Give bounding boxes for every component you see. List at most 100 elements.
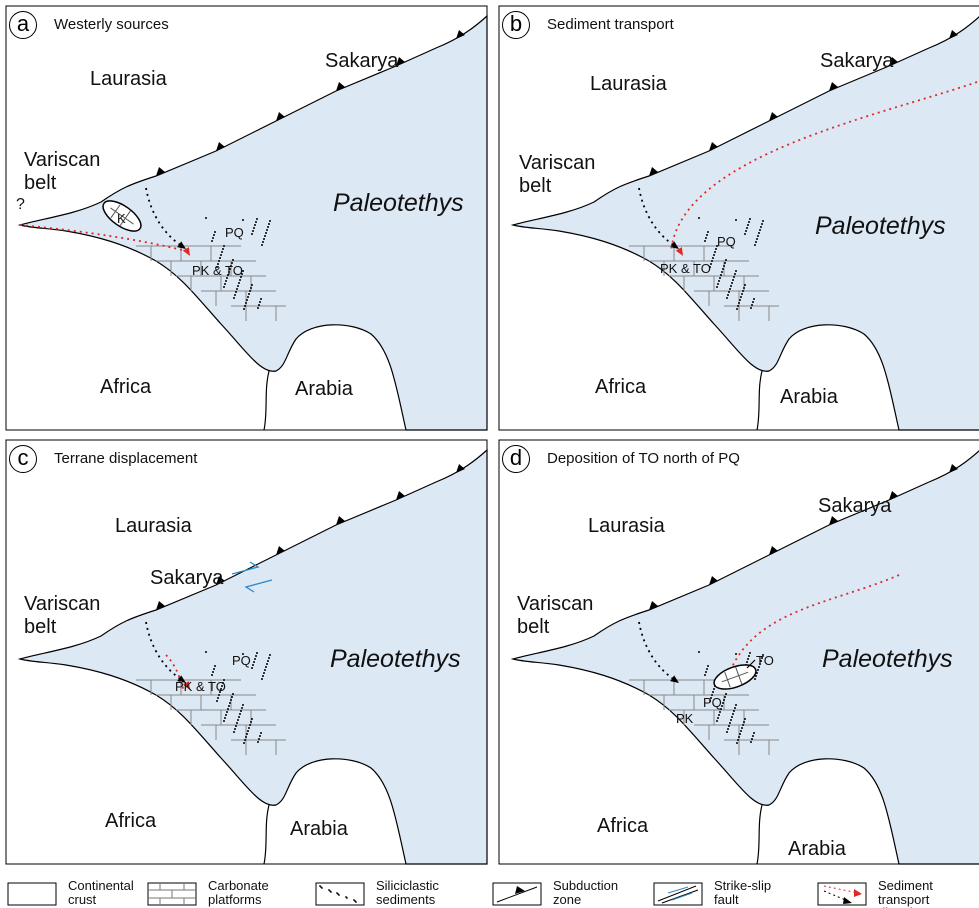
variscan-label: Variscan belt [519,152,609,198]
sand-dot [253,227,255,229]
paleotethys-label: Paleotethys [333,189,464,218]
sand-dot [258,304,260,306]
sand-dot [747,658,749,660]
sand-dot [733,710,735,712]
sand-dot [252,230,254,232]
sand-dot [744,718,746,720]
sand-dot [727,728,729,730]
sand-dot [255,221,257,223]
sand-dot [230,699,232,701]
sand-dot [264,669,266,671]
sand-dot [237,719,239,721]
sand-dot [750,307,752,309]
sand-dot [712,691,714,693]
sand-dot [733,276,735,278]
sand-dot [268,657,270,659]
sand-dot [726,731,728,733]
sand-dot [205,651,207,653]
sand-dot [257,741,259,743]
panel-title: Sediment transport [547,16,674,33]
panel-title: Deposition of TO north of PQ [547,450,740,467]
sakarya-label: Sakarya [818,495,891,518]
pk-label: PK [676,712,693,727]
legend-dot [346,897,348,899]
sand-dot [243,308,245,310]
sand-dot [736,742,738,744]
pk-label: PK & TO [192,264,243,279]
panel [6,6,487,430]
laurasia-label: Laurasia [588,515,665,538]
sand-dot [706,668,708,670]
sand-dot [729,288,731,290]
sand-dot [754,678,756,680]
sand-dot [235,291,237,293]
sand-dot [251,284,253,286]
sand-dot [749,218,751,220]
sand-dot [211,240,213,242]
sakarya-label: Sakarya [820,50,893,73]
sand-dot [731,716,733,718]
sand-dot [722,268,724,270]
sand-dot [740,296,742,298]
sand-dot [756,238,758,240]
sand-dot [704,674,706,676]
sand-dot [247,730,249,732]
sand-dot [221,251,223,253]
sand-dot [247,296,249,298]
sand-dot [705,237,707,239]
sand-dot [218,260,220,262]
sand-dot [261,678,263,680]
legend-label: Continental crust [68,879,148,906]
panel-title: Terrane displacement [54,450,197,467]
sand-dot [250,721,252,723]
sand-dot [245,302,247,304]
sand-dot [754,244,756,246]
legend-icon [148,883,196,905]
sand-dot [248,293,250,295]
laurasia-label: Laurasia [90,68,167,91]
sand-dot [718,280,720,282]
sand-dot [238,282,240,284]
sand-dot [246,733,248,735]
legend-label: Siliciclastic sediments [376,879,456,906]
sand-dot [223,286,225,288]
legend-icon [654,883,702,905]
sand-dot [713,254,715,256]
sand-dot [250,287,252,289]
sand-dot [225,280,227,282]
sand-dot [755,241,757,243]
sand-dot [241,707,243,709]
sand-dot [264,235,266,237]
sand-dot [723,265,725,267]
sand-dot [743,287,745,289]
sand-dot [265,666,267,668]
sand-dot [228,705,230,707]
sand-dot [255,655,257,657]
sand-dot [748,221,750,223]
sand-dot [214,665,216,667]
sand-dot [759,229,761,231]
sand-dot [698,651,700,653]
legend-icon [8,883,56,905]
sand-dot [261,244,263,246]
sand-dot [234,728,236,730]
sand-dot [263,672,265,674]
sand-dot [757,669,759,671]
sand-dot [239,279,241,281]
legend-icon [493,883,541,905]
arabia-label: Arabia [290,818,348,841]
sand-dot [707,665,709,667]
sand-dot [254,224,256,226]
sand-dot [231,696,233,698]
sand-dot [214,231,216,233]
sand-dot [246,299,248,301]
sand-dot [716,286,718,288]
sand-dot [211,674,213,676]
sand-dot [705,671,707,673]
sand-dot [220,254,222,256]
sand-dot [251,667,253,669]
sand-dot [262,241,264,243]
sand-dot [253,661,255,663]
pq-label: PQ [717,235,736,250]
sand-dot [732,279,734,281]
